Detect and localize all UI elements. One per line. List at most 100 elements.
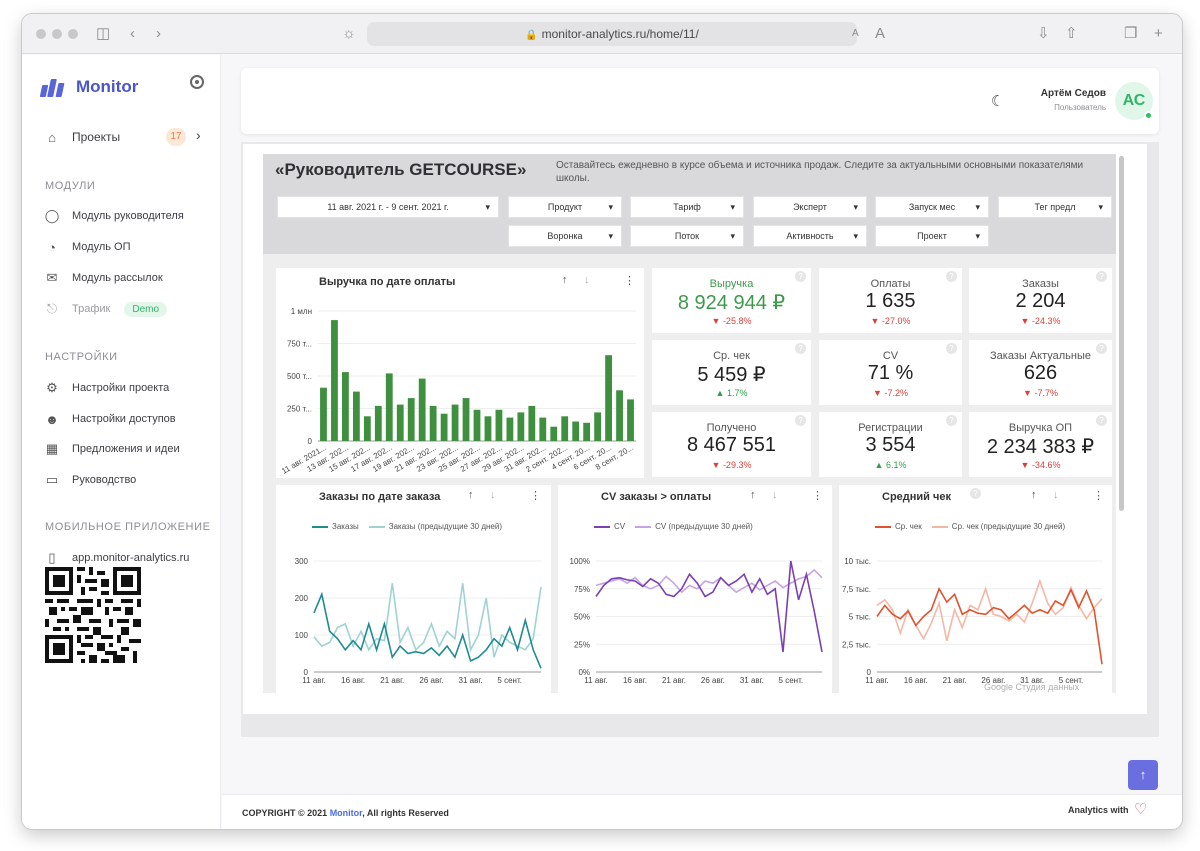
theme-toggle-icon[interactable]: ☾: [991, 93, 1005, 110]
info-icon[interactable]: ?: [946, 271, 957, 282]
sidebar-item-mailing-module[interactable]: ✉ Модуль рассылок: [44, 268, 163, 288]
series-line[interactable]: [313, 591, 542, 669]
bar[interactable]: [331, 320, 338, 441]
info-icon[interactable]: ?: [795, 343, 806, 354]
bar[interactable]: [385, 373, 393, 441]
bar[interactable]: [550, 426, 558, 441]
bar[interactable]: [561, 416, 569, 441]
address-bar[interactable]: 🔒 monitor-analytics.ru/home/11/: [367, 22, 857, 46]
forward-icon[interactable]: ›: [156, 25, 161, 42]
bar[interactable]: [528, 405, 536, 441]
bar[interactable]: [352, 391, 360, 441]
sidebar-toggle-icon[interactable]: ◫: [96, 25, 111, 42]
bar[interactable]: [363, 416, 371, 441]
sidebar-item-sales-module[interactable]: ◔ Модуль ОП: [44, 237, 130, 257]
bar[interactable]: [396, 404, 404, 441]
minimize-window-button[interactable]: [52, 29, 62, 39]
chart-menu-icon[interactable]: ⋮: [624, 275, 635, 287]
info-icon[interactable]: ?: [970, 488, 981, 499]
footer-brand-link[interactable]: Monitor: [329, 808, 363, 818]
info-icon[interactable]: ?: [1096, 343, 1107, 354]
filter-expert[interactable]: Эксперт: [753, 196, 867, 218]
sort-desc-icon[interactable]: ↓: [490, 489, 496, 501]
bar[interactable]: [627, 399, 634, 441]
chart-menu-icon[interactable]: ⋮: [1093, 490, 1104, 502]
info-icon[interactable]: ?: [795, 271, 806, 282]
back-icon[interactable]: ‹: [130, 25, 135, 42]
bar[interactable]: [539, 417, 547, 441]
chart-menu-icon[interactable]: ⋮: [812, 490, 823, 502]
avatar[interactable]: АС: [1115, 82, 1153, 120]
bar[interactable]: [320, 387, 327, 441]
filter-stream[interactable]: Поток: [630, 225, 744, 247]
settings-toggle-icon[interactable]: [190, 75, 204, 89]
filter-offer-tag[interactable]: Тег предл: [998, 196, 1112, 218]
x-tick-label: 11 авг.: [584, 676, 607, 685]
info-icon[interactable]: ?: [946, 343, 957, 354]
bar[interactable]: [418, 378, 426, 441]
bar[interactable]: [451, 404, 459, 441]
filter-product[interactable]: Продукт: [508, 196, 622, 218]
legend-swatch: [312, 525, 328, 528]
sort-asc-icon[interactable]: ↑: [750, 489, 756, 501]
date-range-filter[interactable]: 11 авг. 2021 г. - 9 сент. 2021 г.: [277, 196, 499, 218]
close-window-button[interactable]: [36, 29, 46, 39]
bar[interactable]: [583, 422, 591, 441]
info-icon[interactable]: ?: [795, 415, 806, 426]
sidebar-item-ideas[interactable]: ▦ Предложения и идеи: [44, 439, 180, 459]
bar[interactable]: [462, 398, 470, 441]
filter-activity[interactable]: Активность: [753, 225, 867, 247]
info-icon[interactable]: ?: [946, 415, 957, 426]
bar[interactable]: [605, 355, 612, 441]
sidebar-item-head-module[interactable]: ◯ Модуль руководителя: [44, 206, 184, 226]
download-icon[interactable]: ⇩: [1037, 25, 1050, 42]
info-icon[interactable]: ?: [1096, 271, 1107, 282]
bar[interactable]: [484, 416, 492, 441]
series-line[interactable]: [595, 568, 823, 594]
text-larger-icon[interactable]: A: [875, 25, 886, 42]
bar[interactable]: [342, 372, 349, 441]
share-icon[interactable]: ⇧: [1065, 25, 1078, 42]
sort-asc-icon[interactable]: ↑: [468, 489, 474, 501]
filter-funnel[interactable]: Воронка: [508, 225, 622, 247]
tabs-icon[interactable]: ❐: [1124, 25, 1138, 42]
filter-launch-month[interactable]: Запуск мес: [875, 196, 989, 218]
sort-asc-icon[interactable]: ↑: [1031, 489, 1037, 501]
series-line[interactable]: [595, 560, 823, 653]
sidebar-item-projects[interactable]: ⌂ Проекты: [44, 127, 120, 147]
filter-project[interactable]: Проект: [875, 225, 989, 247]
bar[interactable]: [429, 405, 437, 441]
report-scrollbar[interactable]: [1119, 156, 1124, 511]
kpi-sales-revenue: ? Выручка ОП 2 234 383 ₽ ▼ -34.6%: [969, 412, 1112, 477]
sort-desc-icon[interactable]: ↓: [1053, 489, 1059, 501]
bar[interactable]: [616, 390, 623, 441]
bar[interactable]: [374, 405, 382, 441]
brand-logo[interactable]: Monitor: [39, 77, 138, 97]
sort-desc-icon[interactable]: ↓: [584, 274, 590, 286]
filter-tariff[interactable]: Тариф: [630, 196, 744, 218]
brightness-icon[interactable]: ☼: [342, 25, 356, 42]
bar[interactable]: [506, 417, 514, 441]
info-icon[interactable]: ?: [1096, 415, 1107, 426]
series-line[interactable]: [876, 586, 1103, 665]
bar[interactable]: [572, 421, 580, 442]
sort-desc-icon[interactable]: ↓: [772, 489, 778, 501]
sidebar-item-guide[interactable]: ▭ Руководство: [44, 470, 136, 490]
text-smaller-icon[interactable]: A: [852, 28, 859, 39]
bar[interactable]: [594, 412, 602, 441]
sidebar-item-access-settings[interactable]: ☻ Настройки доступов: [44, 409, 175, 429]
bar[interactable]: [407, 398, 415, 441]
bar[interactable]: [495, 409, 503, 441]
chevron-right-icon[interactable]: ›: [196, 127, 201, 143]
bar[interactable]: [440, 413, 448, 441]
bar[interactable]: [473, 409, 481, 441]
maximize-window-button[interactable]: [68, 29, 78, 39]
sidebar-item-project-settings[interactable]: ⚙ Настройки проекта: [44, 378, 169, 398]
new-tab-icon[interactable]: +: [1154, 25, 1163, 42]
chart-menu-icon[interactable]: ⋮: [530, 490, 541, 502]
bar[interactable]: [517, 412, 525, 441]
scroll-to-top-button[interactable]: ↑: [1128, 760, 1158, 790]
mobile-app-link[interactable]: ▯ app.monitor-analytics.ru: [44, 548, 189, 568]
sort-asc-icon[interactable]: ↑: [562, 274, 568, 286]
sidebar-item-traffic[interactable]: ⎋ Трафик Demo: [44, 299, 168, 319]
